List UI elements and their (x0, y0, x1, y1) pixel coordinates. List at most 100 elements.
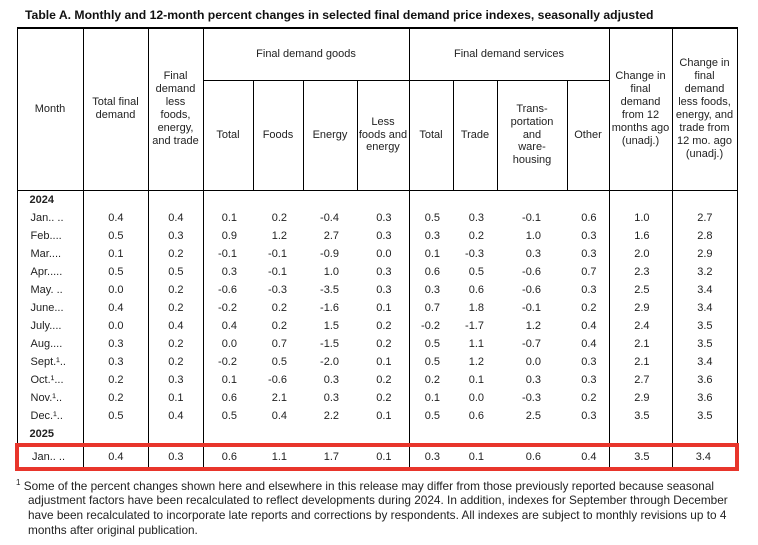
footnote: 1 Some of the percent changes shown here… (8, 478, 750, 539)
value-cell: 0.3 (567, 352, 610, 371)
value-cell: 0.5 (83, 262, 149, 281)
value-cell (253, 425, 303, 445)
value-cell: 1.0 (323, 265, 339, 278)
value-cell: 2.0 (609, 244, 673, 263)
value-cell: 0.1 (357, 352, 410, 371)
value-cell: 3.5 (697, 337, 713, 350)
value-cell: 0.1 (148, 388, 204, 407)
value-cell: -0.2 (218, 301, 237, 314)
value-cell: 0.6 (567, 208, 610, 227)
table-row: Mar.... 0.1 0.2 -0.1 -0.1 -0.9 0.0 0.1 -0.3 0.3 0.… (17, 244, 737, 263)
value-cell: 0.5 (424, 355, 440, 368)
value-cell: 2.2 (323, 409, 339, 422)
value-cell: 2.8 (697, 229, 713, 242)
value-cell: 0.4 (221, 319, 237, 332)
value-cell: -0.6 (268, 373, 287, 386)
col-header-services-total: Total (408, 79, 454, 191)
value-cell: 0.2 (148, 334, 204, 353)
col-header-goods-total: Total (202, 79, 254, 191)
year-row: 2025 (17, 424, 737, 445)
value-cell: 0.9 (221, 229, 237, 242)
value-cell: -0.1 (522, 301, 541, 314)
value-cell: 0.2 (83, 388, 149, 407)
value-cell: -1.6 (320, 301, 339, 314)
value-cell: 2.5 (609, 280, 673, 299)
table-row: Aug.... 0.3 0.2 0.0 0.7 -1.5 0.2 0.5 1.1 -0.7 0.4 2… (17, 334, 737, 353)
value-cell (672, 190, 737, 209)
value-cell: 2.5 (525, 409, 541, 422)
value-cell: 0.4 (83, 442, 149, 471)
value-cell: 0.3 (323, 373, 339, 386)
highlighted-row: Jan.. .. 0.4 0.3 0.6 1.1 1.7 0.1 0.3 0.1 0.6 0.4 3.… (15, 442, 739, 471)
value-cell: 3.5 (609, 406, 673, 425)
table-body: 2024 Jan.. .. 0.4 0.4 0.1 0.2 -0.4 0.3 0.5 0.3 -0.… (15, 190, 739, 471)
value-cell (253, 190, 303, 209)
value-cell: 0.0 (221, 337, 237, 350)
footnote-text: Some of the percent changes shown here a… (23, 478, 728, 538)
value-cell: 0.5 (83, 226, 149, 245)
value-cell: -0.7 (522, 337, 541, 350)
value-cell: 0.3 (357, 262, 410, 281)
value-cell: 0.3 (468, 211, 484, 224)
value-cell: 2.7 (697, 211, 713, 224)
value-cell: 0.1 (424, 391, 440, 404)
value-cell: -0.1 (522, 211, 541, 224)
value-cell: 0.1 (468, 373, 484, 386)
value-cell: 0.6 (497, 442, 567, 471)
value-cell (83, 190, 149, 209)
value-cell: 1.0 (609, 208, 673, 227)
value-cell: 0.7 (567, 262, 610, 281)
value-cell: 0.0 (525, 355, 541, 368)
table-row: Feb.... 0.5 0.3 0.9 1.2 2.7 0.3 0.3 0.2 1.0 0.3 1.6… (17, 226, 737, 245)
value-cell: 0.1 (221, 373, 237, 386)
value-cell: 0.5 (221, 409, 237, 422)
value-cell: 3.4 (672, 442, 739, 471)
value-cell: 0.7 (424, 301, 440, 314)
value-cell: 0.3 (525, 373, 541, 386)
col-header-month: Month (16, 27, 84, 191)
table-row: May. .. 0.0 0.2 -0.6 -0.3 -3.5 0.3 0.3 0.6 -0.6 0.… (17, 280, 737, 299)
col-header-services-transportation-warehousing: Trans- portation and ware- housing (496, 79, 568, 191)
value-cell: 0.5 (424, 409, 440, 422)
value-cell (83, 424, 149, 445)
value-cell: 0.2 (148, 280, 204, 299)
value-cell: 0.6 (221, 391, 237, 404)
value-cell: 3.5 (697, 409, 713, 422)
value-cell: 1.0 (525, 229, 541, 242)
value-cell: 0.2 (148, 298, 204, 317)
table-row: Oct.¹... 0.2 0.3 0.1 -0.6 0.3 0.2 0.2 0.1 0.3 0.3 2… (17, 370, 737, 389)
month-label-cell: Aug.... (17, 334, 84, 353)
value-cell (567, 190, 610, 209)
value-cell: 0.1 (221, 211, 237, 224)
value-cell: 0.3 (148, 226, 204, 245)
value-cell: 1.6 (609, 226, 673, 245)
value-cell: 0.0 (357, 244, 410, 263)
table-row: Jan.. .. 0.4 0.4 0.1 0.2 -0.4 0.3 0.5 0.3 -0.1 0.6… (17, 208, 737, 227)
month-label-cell: Nov.¹.. (17, 388, 84, 407)
value-cell: 3.6 (697, 391, 713, 404)
month-label-cell: Jan.. .. (15, 442, 84, 471)
value-cell (203, 190, 253, 209)
value-cell: 1.7 (303, 442, 357, 471)
value-cell: 0.5 (468, 265, 484, 278)
table-row: Apr..... 0.5 0.5 0.3 -0.1 1.0 0.3 0.6 0.5 -0.6 0.7… (17, 262, 737, 281)
value-cell: -3.5 (320, 283, 339, 296)
footnote-superscript: 1 (16, 477, 21, 487)
value-cell: -0.1 (218, 247, 237, 260)
value-cell: 3.4 (697, 301, 713, 314)
value-cell: 0.6 (203, 442, 253, 471)
value-cell: 0.5 (424, 337, 440, 350)
col-header-change-12mo-less: Change in final demand less foods, energ… (671, 27, 738, 191)
value-cell: 2.9 (609, 298, 673, 317)
col-header-fd-less-foods-energy-trade: Final demand less foods, energy, and tra… (147, 27, 204, 191)
value-cell: 2.4 (609, 316, 673, 335)
value-cell: 1.2 (271, 229, 287, 242)
value-cell: 2.1 (271, 391, 287, 404)
month-label-cell: May. .. (17, 280, 84, 299)
value-cell: 0.6 (468, 283, 484, 296)
value-cell: 0.4 (83, 298, 149, 317)
value-cell: 3.6 (697, 373, 713, 386)
value-cell: 0.3 (525, 247, 541, 260)
value-cell: 0.3 (148, 370, 204, 389)
value-cell (203, 425, 253, 445)
